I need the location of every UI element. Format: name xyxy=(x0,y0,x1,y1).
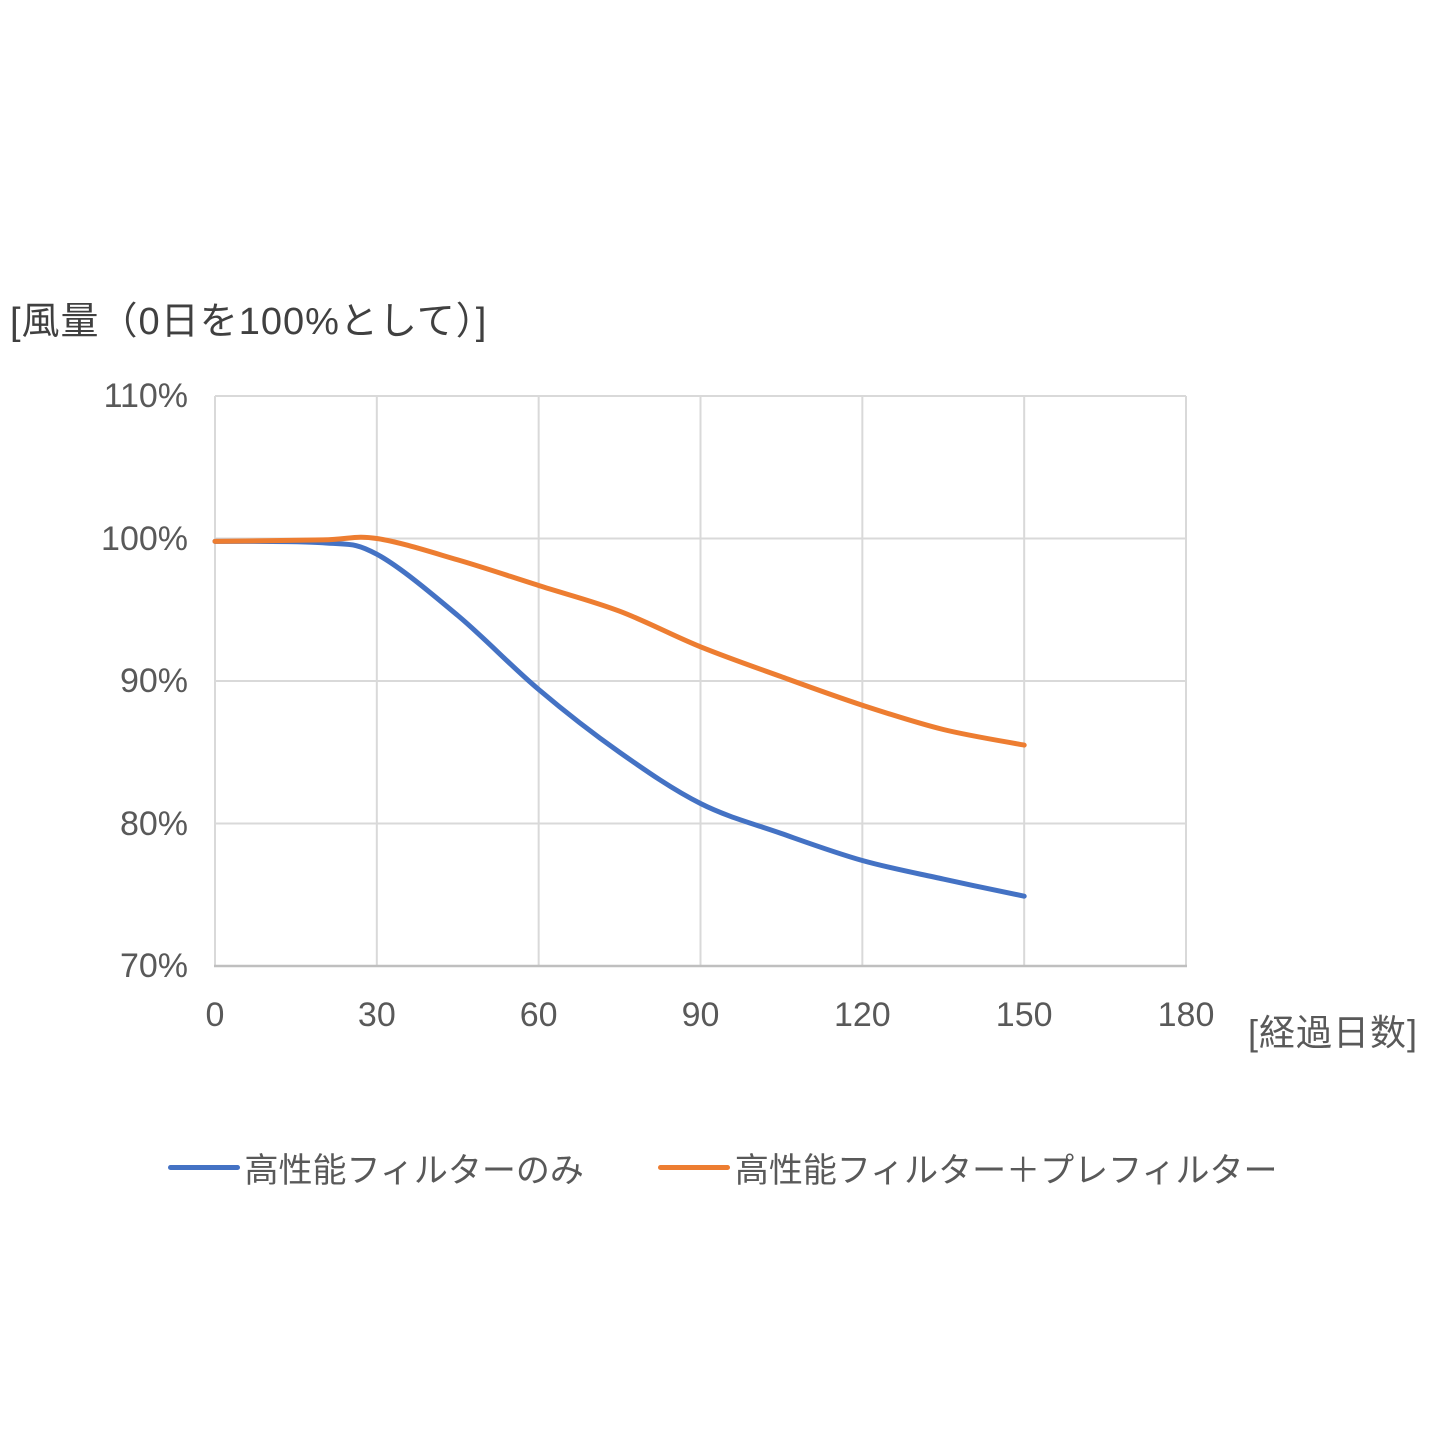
legend-line-swatch xyxy=(167,1164,240,1170)
y-tick-label: 90% xyxy=(119,662,188,700)
y-axis-title: [風量（0日を100%として）] xyxy=(10,301,488,343)
x-tick-label: 30 xyxy=(357,996,396,1034)
x-tick-label: 120 xyxy=(833,996,891,1034)
legend-line-swatch xyxy=(657,1164,730,1170)
legend-item-0: 高性能フィルターのみ xyxy=(167,1143,584,1191)
x-axis-title: [経過日数] xyxy=(1248,1012,1419,1053)
x-tick-label: 90 xyxy=(681,996,720,1034)
legend: 高性能フィルターのみ 高性能フィルター＋プレフィルター xyxy=(0,1143,1445,1191)
series-line-0 xyxy=(212,538,1027,899)
x-tick-label: 180 xyxy=(1157,996,1215,1034)
legend-item-1: 高性能フィルター＋プレフィルター xyxy=(657,1143,1278,1191)
x-tick-label: 0 xyxy=(205,996,225,1034)
y-tick-label: 70% xyxy=(119,947,188,985)
legend-label: 高性能フィルター＋プレフィルター xyxy=(734,1151,1278,1190)
y-tick-label: 100% xyxy=(101,519,188,558)
y-tick-label: 80% xyxy=(119,804,188,843)
x-tick-label: 60 xyxy=(519,996,558,1034)
legend-label: 高性能フィルターのみ xyxy=(244,1151,584,1190)
y-tick-label: 110% xyxy=(103,377,188,415)
series-line-1 xyxy=(212,534,1027,748)
x-tick-label: 150 xyxy=(995,996,1053,1034)
